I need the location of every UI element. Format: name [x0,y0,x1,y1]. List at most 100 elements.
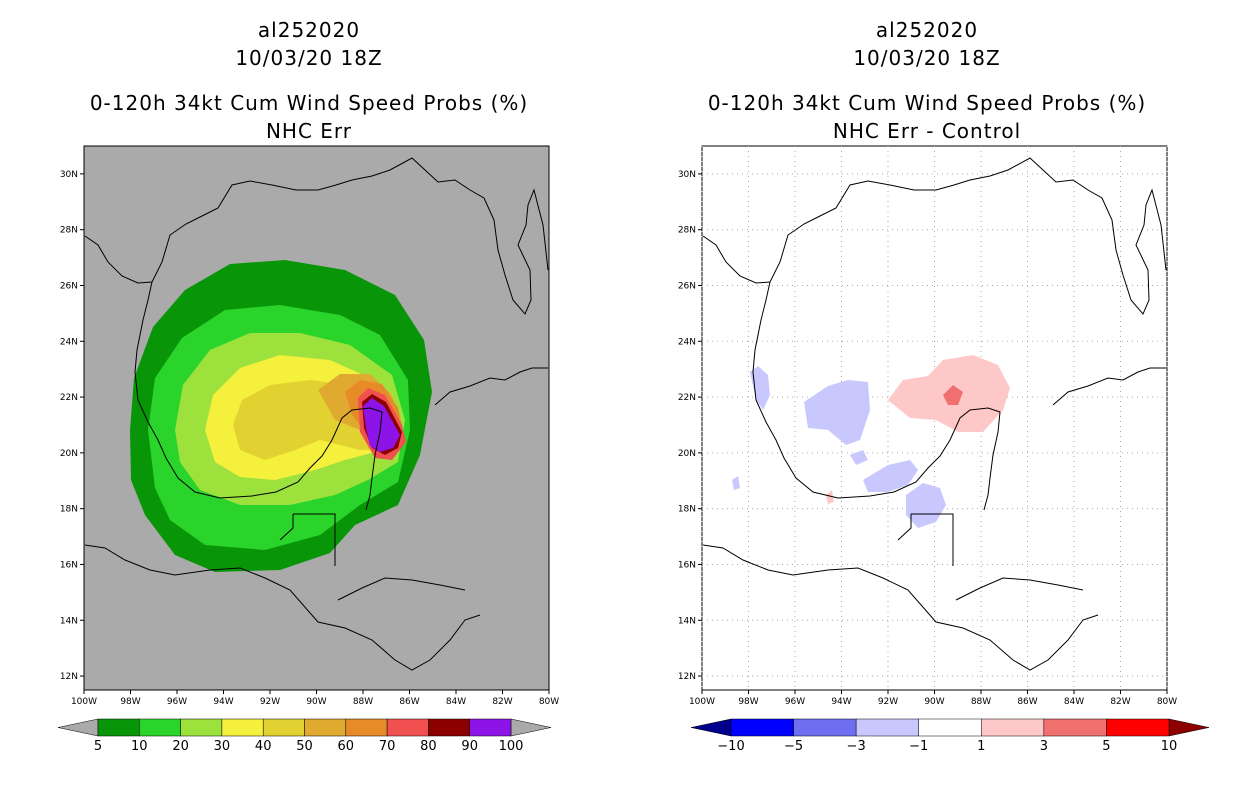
gulf-coastline [84,157,549,315]
colorbar-swatch [304,718,347,737]
lon-tick-label: 80W [1157,697,1177,707]
colorbar-over-arrow [510,718,552,737]
colorbar-label: 70 [379,739,396,754]
lat-tick-label: 16N [60,560,78,570]
colorbar-swatch [262,718,305,737]
colorbar-swatch [855,718,919,737]
colorbar-label: 30 [214,739,231,754]
central-america-coast [702,544,1099,671]
pos-1-3-area [826,490,834,504]
axes: 30N 28N 26N 24N 22N 20N 18N 16N 14N 12N 100W 98W 96W… [678,170,1177,707]
honduras-caribbean-coast [955,577,1084,601]
lat-tick-label: 22N [678,393,696,403]
lat-tick-label: 16N [678,560,696,570]
lat-tick-label: 12N [60,672,78,682]
colorbar-label: −10 [717,739,744,754]
colorbar-label: 3 [1040,739,1048,754]
cuba-outline [434,367,548,406]
lon-tick-label: 86W [399,697,419,707]
colorbar-swatch [469,718,512,737]
neg-1-3-area [804,380,870,445]
colorbar-swatch [139,718,181,737]
colorbar-under-arrow [690,718,732,737]
colorbar-swatch [180,718,223,737]
lon-tick-label: 92W [260,697,280,707]
date-time: 10/03/20 18Z [235,46,383,70]
lon-tick-label: 96W [785,697,805,707]
lon-tick-label: 88W [971,697,991,707]
gulf-coastline [702,157,1167,315]
lon-tick-label: 84W [446,697,466,707]
colorbar: −10 −5 −3 −1 1 3 5 10 [690,718,1210,754]
colorbar-label: 5 [94,739,102,754]
lon-tick-label: 82W [1110,697,1130,707]
belize-guatemala-border [279,513,336,566]
lon-tick-label: 94W [831,697,851,707]
colorbar-swatch [730,718,794,737]
colorbar-label: 40 [255,739,272,754]
colorbar-swatch [97,718,140,737]
lon-tick-label: 90W [924,697,944,707]
pos-3-5-area [943,385,963,405]
lon-tick-label: 100W [71,697,97,707]
neg-1-3-area [732,476,740,490]
colorbar-label: 5 [1102,739,1110,754]
belize-guatemala-border [897,513,954,566]
mexico-gulf-coast [134,281,383,511]
lat-tick-label: 26N [60,281,78,291]
lat-tick-label: 14N [60,616,78,626]
lon-tick-label: 90W [306,697,326,707]
lat-tick-label: 12N [678,672,696,682]
lat-tick-label: 14N [678,616,696,626]
lat-tick-label: 22N [60,393,78,403]
colorbar-over-arrow [1168,718,1210,737]
probability-map: 30N 28N 26N 24N 22N 20N 18N 16N 14N 12N 100W 98W 96W… [57,145,559,754]
lon-tick-label: 84W [1064,697,1084,707]
subtitle: NHC Err [265,119,353,143]
difference-shading [732,355,1010,528]
probability-shading [130,260,432,572]
colorbar-swatch [345,718,388,737]
lat-tick-label: 20N [678,449,696,459]
lon-tick-label: 98W [738,697,758,707]
colorbar-swatch [428,718,470,737]
neg-1-3-area [750,366,770,410]
lat-tick-label: 20N [60,449,78,459]
neg-1-3-area [906,483,946,528]
lat-tick-label: 26N [678,281,696,291]
colorbar-label: 10 [1161,739,1178,754]
colorbar-label: 1 [977,739,985,754]
lat-tick-label: 18N [678,505,696,515]
mexico-gulf-coast [752,281,1001,511]
colorbar-label: 60 [338,739,355,754]
colorbar-label: 100 [499,739,524,754]
colorbar-swatch [1043,718,1107,737]
colorbar-swatch [221,718,264,737]
neg-1-3-area [850,450,868,465]
lon-tick-label: 94W [213,697,233,707]
colorbar-swatch [918,718,982,737]
lon-tick-label: 86W [1017,697,1037,707]
honduras-caribbean-coast [337,577,466,601]
gridlines [701,146,1168,690]
difference-map: 30N 28N 26N 24N 22N 20N 18N 16N 14N 12N 100W 98W 96W… [678,145,1210,754]
subtitle: NHC Err - Control [832,119,1022,143]
lat-tick-label: 24N [678,337,696,347]
date-time: 10/03/20 18Z [853,46,1001,70]
colorbar-label: 90 [461,739,478,754]
axes: 30N 28N 26N 24N 22N 20N 18N 16N 14N 12N 100W 98W 96W… [60,170,559,707]
storm-id: al252020 [257,18,361,42]
central-america-coast [84,544,481,671]
product-title: 0-120h 34kt Cum Wind Speed Probs (%) [707,91,1147,115]
colorbar-label: −5 [784,739,803,754]
storm-id: al252020 [875,18,979,42]
colorbar-label: −1 [909,739,928,754]
colorbar-label: 10 [131,739,148,754]
lon-tick-label: 96W [167,697,187,707]
right-panel: al252020 10/03/20 18Z 0-120h 34kt Cum Wi… [618,0,1236,800]
colorbar-label: −3 [847,739,866,754]
lon-tick-label: 80W [539,697,559,707]
lat-tick-label: 28N [60,226,78,236]
lat-tick-label: 18N [60,505,78,515]
product-title: 0-120h 34kt Cum Wind Speed Probs (%) [89,91,529,115]
